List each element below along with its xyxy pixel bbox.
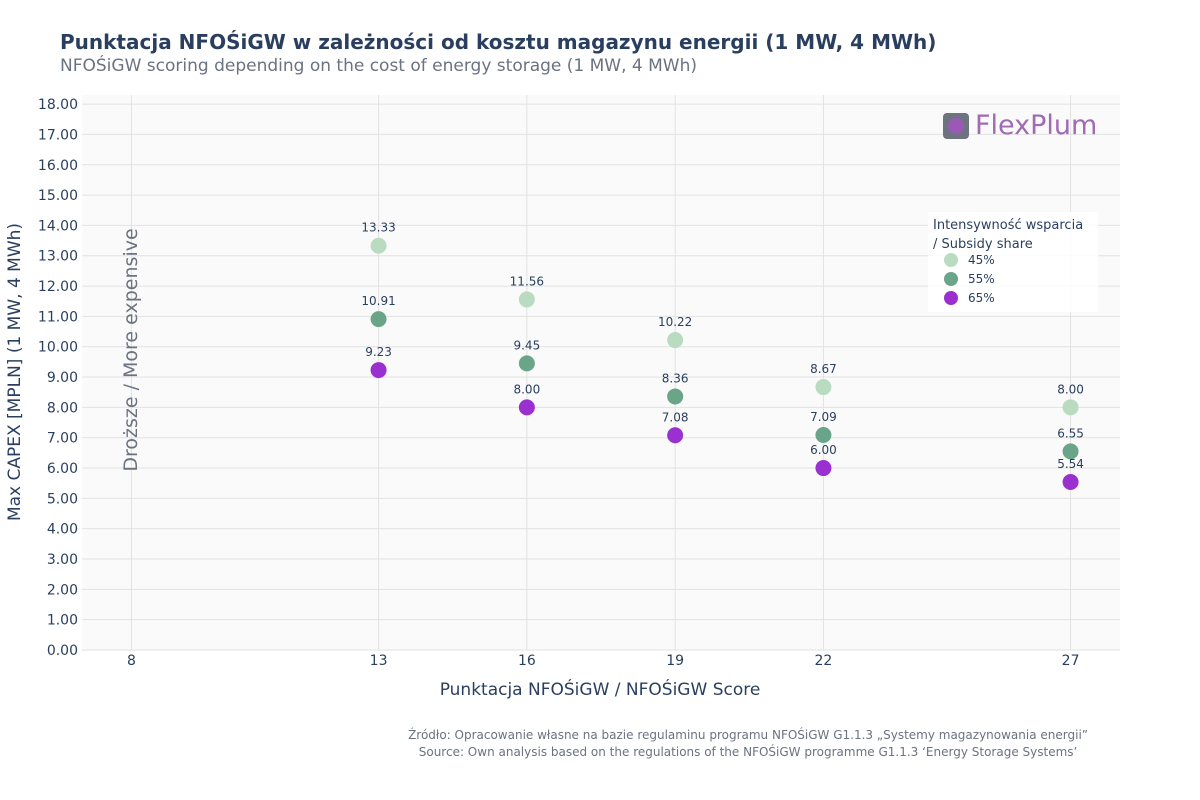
y-tick-label: 2.00: [47, 582, 78, 598]
y-tick-label: 11.00: [38, 309, 78, 325]
point-45-x22[interactable]: [815, 379, 832, 396]
data-label-55-x13: 10.91: [361, 294, 395, 308]
data-label-65-x22: 6.00: [810, 443, 837, 457]
data-label-55-x22: 7.09: [810, 410, 837, 424]
y-tick-label: 12.00: [38, 279, 78, 295]
point-45-x13[interactable]: [370, 237, 387, 254]
point-45-x16[interactable]: [518, 291, 535, 308]
y-tick-label: 7.00: [47, 431, 78, 447]
y-tick-label: 6.00: [47, 461, 78, 477]
y-tick-label: 8.00: [47, 400, 78, 416]
logo-text: FlexPlum: [975, 110, 1098, 141]
data-label-55-x19: 8.36: [662, 371, 689, 385]
legend-item-45[interactable]: 45%: [944, 253, 995, 267]
x-tick-label: 19: [666, 653, 684, 669]
plot-area: [82, 95, 1120, 650]
data-label-45-x13: 13.33: [361, 221, 395, 235]
data-labels: 13.33 11.56 10.22 8.67 8.00 10.91 9.45 8.36 7.09…: [361, 221, 1084, 471]
legend: Intensywność wsparcia / Subsidy share 45…: [928, 212, 1098, 312]
y-tick-label: 10.00: [38, 340, 78, 356]
x-axis-label: Punktacja NFOŚiGW / NFOŚiGW Score: [440, 678, 761, 700]
data-label-55-x16: 9.45: [513, 338, 540, 352]
data-label-45-x16: 11.56: [510, 274, 544, 288]
data-label-65-x19: 7.08: [662, 410, 689, 424]
chart-title: Punktacja NFOŚiGW w zależności od kosztu…: [60, 30, 937, 54]
grid-lines: [82, 95, 1120, 651]
legend-title: Intensywność wsparcia / Subsidy share: [933, 216, 1083, 254]
y-tick-label: 17.00: [38, 127, 78, 143]
data-label-45-x22: 8.67: [810, 362, 837, 376]
y-axis-label: Max CAPEX [MPLN] (1 MW, 4 MWh): [5, 223, 25, 521]
x-tick-label: 27: [1062, 653, 1080, 669]
x-tick-label: 8: [127, 653, 136, 669]
point-55-x19[interactable]: [667, 388, 684, 405]
more-expensive-annotation: Droższe / More expensive: [120, 228, 142, 471]
y-tick-label: 15.00: [38, 188, 78, 204]
plum-logo-icon: [943, 112, 969, 139]
y-tick-label: 5.00: [47, 491, 78, 507]
legend-marker-45: [944, 253, 958, 267]
legend-item-55[interactable]: 55%: [944, 272, 995, 286]
legend-marker-65: [944, 291, 958, 305]
point-45-x19[interactable]: [667, 332, 684, 349]
legend-label-45: 45%: [968, 253, 995, 267]
data-label-65-x27: 5.54: [1057, 457, 1084, 471]
legend-item-65[interactable]: 65%: [944, 291, 995, 305]
y-tick-label: 3.00: [47, 552, 78, 568]
data-label-55-x27: 6.55: [1057, 426, 1084, 440]
flexplum-logo: FlexPlum: [943, 110, 1097, 141]
point-55-x13[interactable]: [370, 311, 387, 328]
legend-title-line2: / Subsidy share: [933, 237, 1033, 252]
y-tick-label: 9.00: [47, 370, 78, 386]
point-65-x16[interactable]: [518, 399, 535, 416]
point-65-x22[interactable]: [815, 460, 832, 477]
point-65-x19[interactable]: [667, 427, 684, 444]
data-label-65-x16: 8.00: [513, 382, 540, 396]
y-tick-label: 18.00: [38, 97, 78, 113]
chart-subtitle: NFOŚiGW scoring depending on the cost of…: [60, 56, 698, 76]
y-tick-label: 14.00: [38, 218, 78, 234]
x-tick-labels: 8 13 16 19 22 27: [127, 653, 1080, 669]
y-tick-label: 16.00: [38, 158, 78, 174]
point-65-x13[interactable]: [370, 362, 387, 379]
point-55-x16[interactable]: [518, 355, 535, 372]
y-tick-labels: 0.00 1.00 2.00 3.00 4.00 5.00 6.00 7.00 8.00 9.00…: [38, 97, 78, 659]
y-tick-label: 4.00: [47, 522, 78, 538]
source-line-pl: Źródło: Opracowanie własne na bazie regu…: [408, 728, 1088, 742]
x-tick-label: 22: [815, 653, 833, 669]
source-line-en: Source: Own analysis based on the regula…: [418, 745, 1078, 759]
y-tick-label: 1.00: [47, 613, 78, 629]
data-points: [370, 237, 1079, 490]
legend-marker-55: [944, 272, 958, 286]
legend-label-55: 55%: [968, 272, 995, 286]
source-note: Źródło: Opracowanie własne na bazie regu…: [408, 727, 1088, 761]
point-55-x22[interactable]: [815, 426, 832, 443]
x-tick-label: 16: [518, 653, 536, 669]
point-55-x27[interactable]: [1062, 443, 1079, 460]
y-tick-label: 0.00: [47, 643, 78, 659]
data-label-65-x13: 9.23: [365, 345, 392, 359]
data-label-45-x19: 10.22: [658, 315, 692, 329]
point-45-x27[interactable]: [1062, 399, 1079, 416]
data-label-45-x27: 8.00: [1057, 382, 1084, 396]
legend-label-65: 65%: [968, 291, 995, 305]
point-65-x27[interactable]: [1062, 473, 1079, 490]
y-tick-label: 13.00: [38, 249, 78, 265]
x-tick-label: 13: [370, 653, 388, 669]
legend-title-line1: Intensywność wsparcia: [933, 218, 1084, 233]
